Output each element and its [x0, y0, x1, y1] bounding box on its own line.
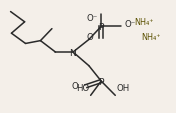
Text: P: P — [98, 23, 104, 32]
Text: OH: OH — [116, 83, 129, 92]
Text: O⁻: O⁻ — [125, 20, 136, 29]
Text: O: O — [71, 81, 78, 90]
Text: O⁻: O⁻ — [86, 14, 98, 22]
Text: P: P — [98, 77, 104, 86]
Text: NH₄⁺: NH₄⁺ — [134, 18, 153, 27]
Text: O: O — [87, 33, 93, 42]
Text: NH₄⁺: NH₄⁺ — [141, 33, 160, 42]
Text: N: N — [70, 48, 77, 57]
Text: HO: HO — [77, 83, 90, 92]
